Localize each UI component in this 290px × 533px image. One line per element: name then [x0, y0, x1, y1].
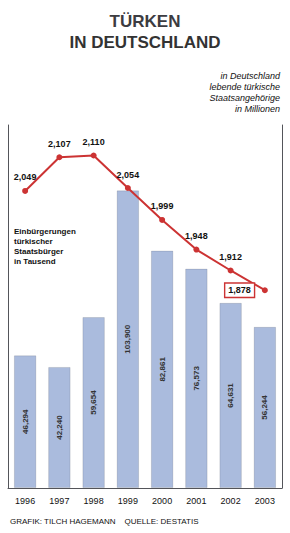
svg-text:2000: 2000	[152, 496, 172, 506]
svg-text:2,049: 2,049	[14, 172, 37, 182]
svg-text:1996: 1996	[15, 496, 35, 506]
svg-text:2,107: 2,107	[48, 139, 71, 149]
svg-text:türkischer: türkischer	[14, 237, 53, 246]
svg-text:2003: 2003	[255, 496, 275, 506]
svg-text:64,631: 64,631	[226, 383, 235, 408]
svg-text:1,912: 1,912	[219, 252, 242, 262]
svg-text:59,654: 59,654	[89, 390, 98, 415]
svg-text:Einbürgerungen: Einbürgerungen	[14, 227, 76, 236]
svg-text:TÜRKEN: TÜRKEN	[110, 12, 181, 31]
svg-text:lebende türkische: lebende türkische	[209, 82, 280, 92]
svg-text:2,054: 2,054	[117, 170, 140, 180]
svg-text:in Tausend: in Tausend	[14, 257, 56, 266]
svg-text:1997: 1997	[49, 496, 69, 506]
svg-text:2,110: 2,110	[83, 137, 105, 147]
svg-text:103,900: 103,900	[123, 324, 132, 353]
svg-text:1,948: 1,948	[185, 231, 208, 241]
svg-text:56,244: 56,244	[260, 395, 269, 420]
svg-text:in Millionen: in Millionen	[235, 104, 280, 114]
svg-text:2001: 2001	[186, 496, 206, 506]
svg-text:1,878: 1,878	[228, 285, 251, 295]
svg-text:2002: 2002	[221, 496, 241, 506]
svg-text:in Deutschland: in Deutschland	[220, 71, 281, 81]
svg-text:1998: 1998	[84, 496, 104, 506]
svg-text:Staatsbürger: Staatsbürger	[14, 247, 63, 256]
svg-text:IN DEUTSCHLAND: IN DEUTSCHLAND	[69, 33, 220, 52]
svg-text:1,999: 1,999	[151, 201, 174, 211]
svg-text:76,573: 76,573	[192, 366, 201, 391]
svg-text:46,294: 46,294	[21, 409, 30, 434]
svg-text:1999: 1999	[118, 496, 138, 506]
svg-text:82,861: 82,861	[158, 357, 167, 382]
svg-text:GRAFIK: TILCH HAGEMANN QUEL: GRAFIK: TILCH HAGEMANN QUELLE: DESTATIS	[10, 517, 198, 526]
svg-text:Staatsangehörige: Staatsangehörige	[209, 93, 280, 103]
svg-text:42,240: 42,240	[55, 415, 64, 440]
